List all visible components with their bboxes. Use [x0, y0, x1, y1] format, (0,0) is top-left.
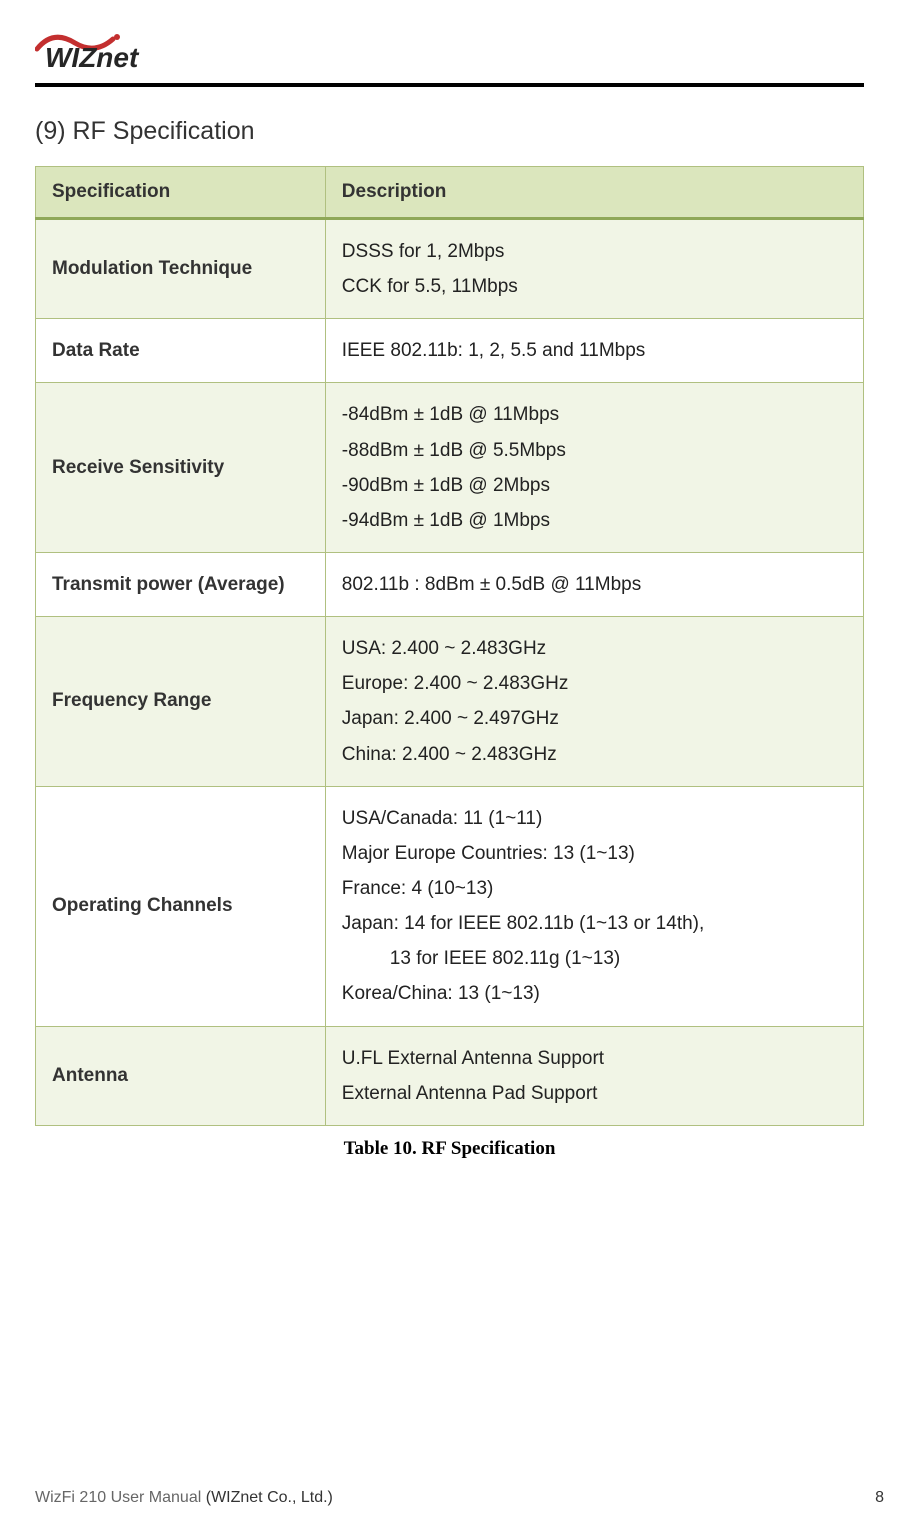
wiznet-logo-icon: WIZnet — [35, 25, 205, 73]
desc-cell: DSSS for 1, 2Mbps CCK for 5.5, 11Mbps — [325, 219, 863, 319]
spec-cell: Frequency Range — [36, 617, 326, 787]
desc-cell: -84dBm ± 1dB @ 11Mbps -88dBm ± 1dB @ 5.5M… — [325, 383, 863, 553]
footer-doc-title: WizFi 210 User Manual — [35, 1489, 201, 1506]
table-row: Modulation Technique DSSS for 1, 2Mbps CCK… — [36, 219, 864, 319]
page-footer: WizFi 210 User Manual (WIZnet Co., Ltd.)… — [35, 1489, 884, 1507]
desc-cell: IEEE 802.11b: 1, 2, 5.5 and 11Mbps — [325, 319, 863, 383]
spec-cell: Modulation Technique — [36, 219, 326, 319]
desc-line: -88dBm ± 1dB @ 5.5Mbps — [342, 440, 566, 461]
desc-line: Major Europe Countries: 13 (1~13) — [342, 843, 635, 864]
table-header-row: Specification Description — [36, 167, 864, 219]
spec-cell: Transmit power (Average) — [36, 552, 326, 616]
desc-line: USA/Canada: 11 (1~11) — [342, 808, 543, 829]
desc-line: U.FL External Antenna Support — [342, 1048, 604, 1069]
svg-text:WIZnet: WIZnet — [45, 42, 140, 73]
spec-cell: Operating Channels — [36, 786, 326, 1026]
desc-line: Europe: 2.400 ~ 2.483GHz — [342, 673, 569, 694]
header-divider — [35, 83, 864, 87]
section-title: (9) RF Specification — [35, 117, 864, 146]
col-header-spec: Specification — [36, 167, 326, 219]
spec-cell: Antenna — [36, 1026, 326, 1125]
footer-page-number: 8 — [875, 1489, 884, 1507]
logo: WIZnet — [35, 25, 864, 78]
desc-line: -90dBm ± 1dB @ 2Mbps — [342, 475, 550, 496]
spec-cell: Receive Sensitivity — [36, 383, 326, 553]
desc-line: China: 2.400 ~ 2.483GHz — [342, 744, 557, 765]
desc-line: -84dBm ± 1dB @ 11Mbps — [342, 404, 559, 425]
desc-line: CCK for 5.5, 11Mbps — [342, 276, 518, 297]
rf-spec-table: Specification Description Modulation Tec… — [35, 166, 864, 1126]
table-row: Operating Channels USA/Canada: 11 (1~11) M… — [36, 786, 864, 1026]
table-caption: Table 10. RF Specification — [35, 1138, 864, 1160]
desc-line: USA: 2.400 ~ 2.483GHz — [342, 638, 546, 659]
spec-cell: Data Rate — [36, 319, 326, 383]
desc-line: External Antenna Pad Support — [342, 1083, 598, 1104]
desc-cell: USA/Canada: 11 (1~11) Major Europe Countr… — [325, 786, 863, 1026]
desc-line: 802.11b : 8dBm ± 0.5dB @ 11Mbps — [342, 574, 641, 595]
desc-line: France: 4 (10~13) — [342, 878, 494, 899]
table-row: Frequency Range USA: 2.400 ~ 2.483GHz Euro… — [36, 617, 864, 787]
desc-cell: 802.11b : 8dBm ± 0.5dB @ 11Mbps — [325, 552, 863, 616]
desc-line: Japan: 2.400 ~ 2.497GHz — [342, 708, 559, 729]
desc-line: IEEE 802.11b: 1, 2, 5.5 and 11Mbps — [342, 340, 646, 361]
desc-line: Korea/China: 13 (1~13) — [342, 983, 540, 1004]
table-row: Antenna U.FL External Antenna Support Exte… — [36, 1026, 864, 1125]
desc-line: -94dBm ± 1dB @ 1Mbps — [342, 510, 550, 531]
desc-line: 13 for IEEE 802.11g (1~13) — [342, 941, 620, 976]
table-row: Receive Sensitivity-84dBm ± 1dB @ 11Mbps… — [36, 383, 864, 553]
desc-line: Japan: 14 for IEEE 802.11b (1~13 or 14th… — [342, 913, 704, 934]
desc-cell: USA: 2.400 ~ 2.483GHz Europe: 2.400 ~ 2.4… — [325, 617, 863, 787]
desc-cell: U.FL External Antenna Support External An… — [325, 1026, 863, 1125]
table-row: Data Rate IEEE 802.11b: 1, 2, 5.5 and 11M… — [36, 319, 864, 383]
footer-company: (WIZnet Co., Ltd.) — [206, 1489, 333, 1506]
table-row: Transmit power (Average) 802.11b : 8dBm ±… — [36, 552, 864, 616]
col-header-desc: Description — [325, 167, 863, 219]
desc-line: DSSS for 1, 2Mbps — [342, 241, 505, 262]
